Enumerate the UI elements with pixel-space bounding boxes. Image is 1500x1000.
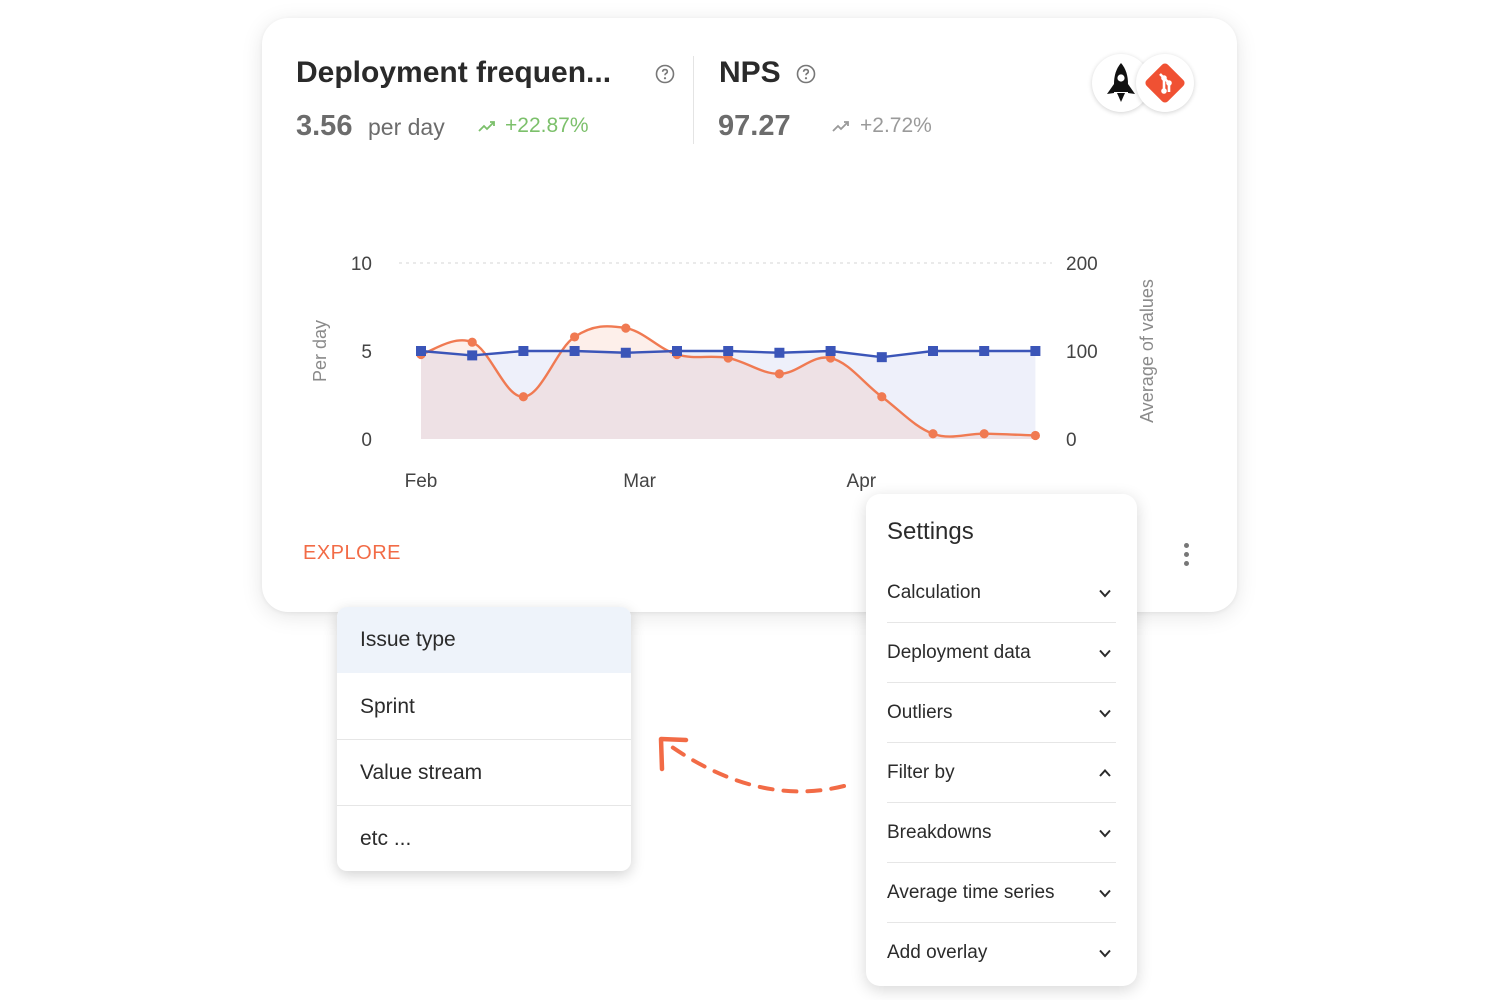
chevron-down-icon[interactable] <box>1098 826 1112 840</box>
settings-panel: Settings Calculation Deployment data Outli… <box>866 494 1137 986</box>
series-area-average <box>421 351 1036 439</box>
divider <box>887 622 1116 623</box>
y-tick-label: 10 <box>351 254 372 275</box>
data-point-average <box>467 350 478 361</box>
y2-tick-label: 100 <box>1066 342 1098 363</box>
data-point-per-day <box>877 392 887 402</box>
data-point-per-day <box>518 392 528 402</box>
settings-row-label: Breakdowns <box>887 822 992 843</box>
divider <box>887 802 1116 803</box>
data-point-per-day <box>621 323 631 333</box>
settings-row-breakdowns[interactable]: Breakdowns <box>887 803 1116 863</box>
y-tick-label: 5 <box>361 342 372 363</box>
settings-row-filter-by[interactable]: Filter by <box>887 743 1116 803</box>
chevron-down-icon[interactable] <box>1098 886 1112 900</box>
metric-unit: per day <box>368 114 445 140</box>
data-point-average <box>774 347 785 358</box>
data-point-average <box>1030 346 1041 356</box>
y2-tick-label: 200 <box>1066 254 1098 275</box>
data-point-per-day <box>467 337 477 347</box>
settings-row-average-time-series[interactable]: Average time series <box>887 863 1116 923</box>
x-tick-label: Mar <box>623 471 656 492</box>
settings-row-add-overlay[interactable]: Add overlay <box>887 923 1116 983</box>
settings-title: Settings <box>887 518 974 545</box>
data-point-average <box>723 346 734 356</box>
trend-up-icon <box>832 121 849 132</box>
dropdown-item-sprint[interactable]: Sprint <box>360 695 415 718</box>
help-circle-icon[interactable] <box>655 64 675 84</box>
metric-trend-deployment-frequency: +22.87% <box>505 114 589 137</box>
y2-axis-title: Average of values <box>1137 279 1157 423</box>
dropdown-item-value-stream[interactable]: Value stream <box>360 761 483 784</box>
divider <box>887 862 1116 863</box>
chevron-down-icon[interactable] <box>1098 706 1112 720</box>
settings-row-label: Add overlay <box>887 942 988 963</box>
trend-up-icon <box>478 121 495 132</box>
metric-title-deployment-frequency[interactable]: Deployment frequen... <box>296 56 612 89</box>
data-point-average <box>518 346 529 356</box>
chevron-down-icon[interactable] <box>1098 586 1112 600</box>
data-point-per-day <box>570 332 580 342</box>
data-point-per-day <box>1030 430 1040 441</box>
data-point-average <box>979 346 990 356</box>
y-axis-title: Per day <box>310 320 330 382</box>
divider <box>337 739 631 740</box>
filter-dropdown: Issue type Sprint Value stream etc ... <box>337 607 631 871</box>
data-point-average <box>825 346 836 356</box>
divider <box>887 742 1116 743</box>
rocket-icon <box>1107 63 1135 102</box>
metric-divider <box>693 56 694 144</box>
data-point-average <box>569 346 580 356</box>
data-point-average <box>928 346 938 356</box>
x-tick-label: Feb <box>405 471 438 492</box>
settings-row-deployment-data[interactable]: Deployment data <box>887 623 1116 683</box>
git-icon <box>1145 63 1185 103</box>
explore-link[interactable]: EXPLORE <box>303 542 401 564</box>
metric-value-deployment-frequency: 3.56 <box>296 110 353 142</box>
data-point-per-day <box>774 369 785 379</box>
metric-value-nps: 97.27 <box>718 110 791 142</box>
data-point-average <box>620 347 631 358</box>
more-vertical-icon[interactable] <box>1180 541 1194 569</box>
curved-arrow-icon <box>658 736 846 794</box>
settings-row-label: Average time series <box>887 882 1055 903</box>
settings-row-label: Calculation <box>887 582 981 603</box>
divider <box>337 805 631 806</box>
chevron-down-icon[interactable] <box>1098 946 1112 960</box>
chevron-down-icon[interactable] <box>1098 646 1112 660</box>
divider <box>887 922 1116 923</box>
metric-card: Deployment frequen... 3.56 per day +22.8… <box>262 18 1237 612</box>
git-integration[interactable] <box>1136 54 1194 112</box>
settings-row-calculation[interactable]: Calculation <box>887 563 1116 623</box>
data-point-average <box>416 346 426 356</box>
metric-title-nps[interactable]: NPS <box>719 56 781 89</box>
help-circle-icon[interactable] <box>796 64 816 84</box>
x-tick-label: Apr <box>847 471 877 492</box>
dropdown-item-issue-type[interactable]: Issue type <box>337 607 631 673</box>
y2-tick-label: 0 <box>1066 430 1077 451</box>
data-point-average <box>672 346 682 356</box>
dropdown-item-etc[interactable]: etc ... <box>360 827 412 850</box>
data-point-average <box>876 352 887 363</box>
chevron-up-icon[interactable] <box>1098 766 1112 780</box>
metric-trend-nps: +2.72% <box>860 114 932 137</box>
divider <box>887 682 1116 683</box>
settings-row-label: Filter by <box>887 762 955 783</box>
settings-row-label: Deployment data <box>887 642 1031 663</box>
settings-row-label: Outliers <box>887 702 953 723</box>
data-point-per-day <box>928 429 938 439</box>
settings-row-outliers[interactable]: Outliers <box>887 683 1116 743</box>
y-tick-label: 0 <box>361 430 372 451</box>
data-point-per-day <box>979 429 989 439</box>
